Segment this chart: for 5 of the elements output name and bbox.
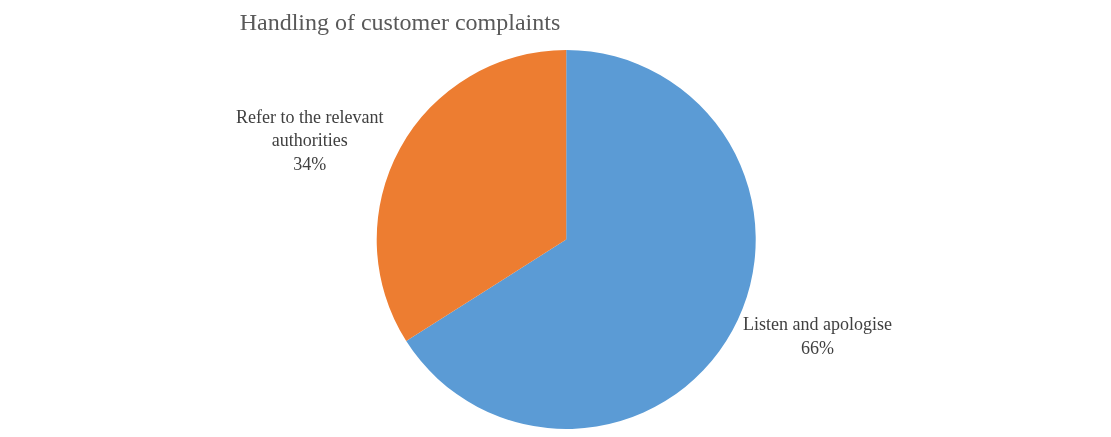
chart-title: Handling of customer complaints [239, 8, 561, 35]
slice-label: Refer to the relevant authorities [236, 107, 384, 151]
data-label: 66% [801, 337, 835, 358]
data-label: 34% [293, 153, 327, 174]
slice-label: Listen and apologise [743, 314, 893, 335]
